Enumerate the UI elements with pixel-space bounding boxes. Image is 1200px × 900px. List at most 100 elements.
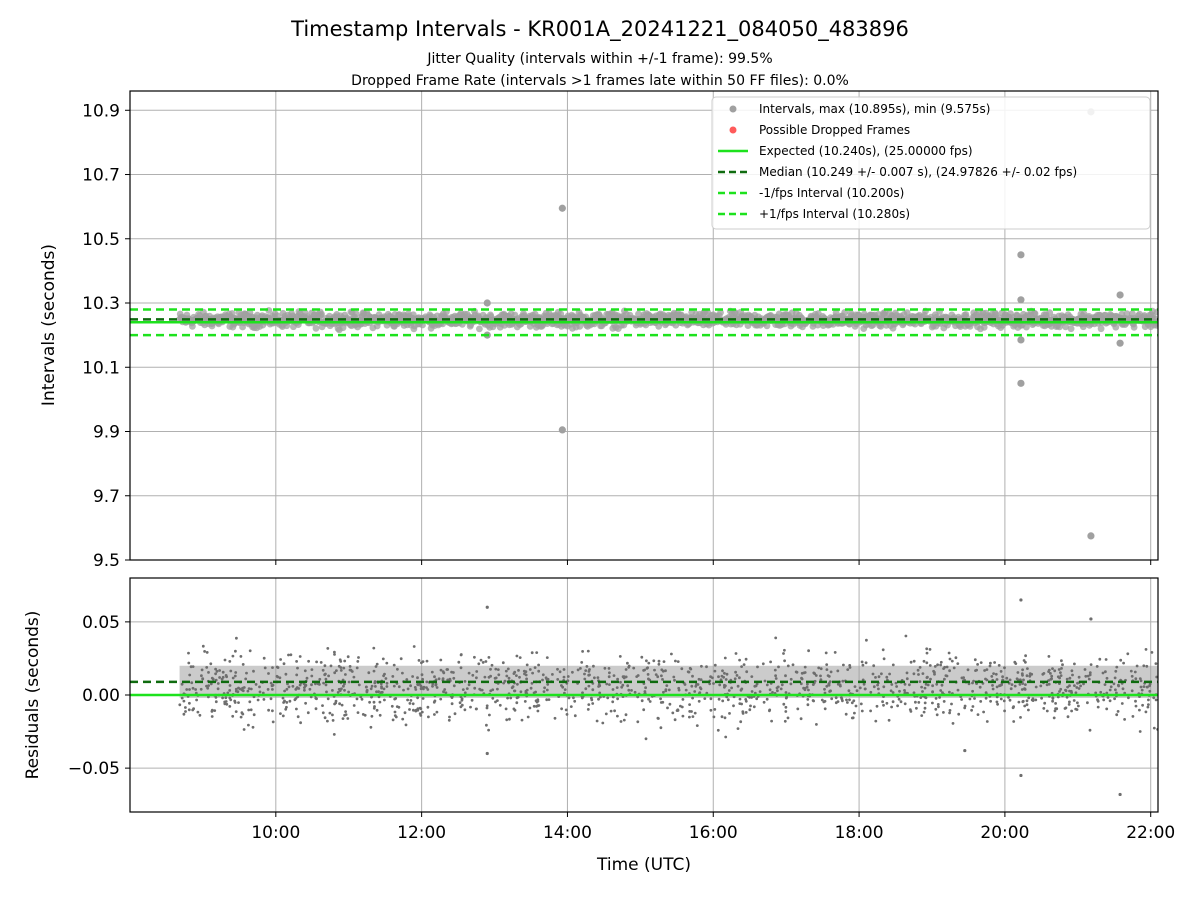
residual-point: [530, 681, 534, 685]
residual-point: [271, 688, 274, 691]
residual-point: [1115, 665, 1119, 669]
residual-point: [444, 691, 448, 695]
residual-point: [1126, 652, 1130, 656]
residual-point: [450, 696, 454, 699]
residual-point: [525, 677, 528, 681]
residual-point: [657, 659, 661, 663]
residual-point: [1113, 697, 1116, 701]
residual-point: [636, 720, 640, 724]
residual-point: [258, 690, 262, 694]
residual-point: [247, 708, 251, 712]
residual-point: [1042, 707, 1046, 710]
residual-point: [494, 700, 497, 704]
residual-point: [382, 687, 386, 691]
residual-point: [644, 686, 647, 690]
residual-point: [933, 665, 937, 668]
residual-point: [947, 651, 951, 655]
residual-point: [771, 691, 774, 694]
residual-point: [377, 690, 380, 694]
residual-point: [1108, 699, 1112, 703]
residual-point: [1094, 691, 1098, 695]
residual-point: [616, 677, 619, 681]
residual-point: [304, 683, 308, 687]
residual-point: [618, 655, 622, 658]
residual-point: [532, 691, 536, 695]
residual-point: [917, 673, 920, 676]
residual-point: [948, 709, 952, 712]
residual-point: [233, 674, 237, 678]
residual-point: [1005, 676, 1009, 680]
residual-point: [1133, 670, 1137, 674]
x-tick-label: 18:00: [835, 823, 884, 843]
residual-point: [394, 697, 398, 700]
residual-point: [852, 699, 856, 703]
residual-point: [597, 682, 601, 686]
residual-point: [957, 712, 961, 716]
residual-point: [267, 708, 270, 712]
residual-point: [459, 653, 463, 656]
residual-point: [252, 669, 255, 673]
residual-point: [820, 698, 824, 702]
residual-point: [632, 666, 636, 670]
residual-point: [973, 658, 977, 662]
residual-point: [1131, 715, 1135, 718]
residual-point: [192, 707, 196, 711]
residual-point: [475, 676, 478, 680]
residual-point: [881, 700, 884, 704]
residual-point: [321, 668, 325, 672]
residual-point: [213, 709, 217, 712]
residual-point: [237, 686, 240, 690]
residual-point: [872, 685, 876, 689]
residual-point: [487, 728, 490, 732]
residual-point: [819, 674, 822, 678]
x-tick-label: 20:00: [980, 823, 1029, 843]
residual-point: [187, 651, 190, 655]
residual-point: [860, 660, 864, 664]
residual-point: [262, 656, 266, 660]
residual-point: [624, 668, 628, 671]
residual-point: [1068, 700, 1071, 704]
residual-point: [1058, 690, 1061, 693]
residual-point: [372, 669, 376, 673]
residual-point: [1109, 685, 1113, 689]
residual-point: [1059, 671, 1062, 674]
residual-point: [279, 658, 282, 661]
residual-point: [1105, 676, 1109, 680]
residual-point: [542, 690, 546, 693]
residual-point: [756, 665, 759, 669]
residual-point: [934, 697, 938, 700]
residual-point: [1070, 691, 1073, 695]
residual-point: [647, 661, 651, 665]
residual-point: [1029, 672, 1032, 676]
residual-point: [360, 697, 364, 701]
residual-point: [995, 678, 999, 681]
intervals-y-tick-label: 10.7: [82, 166, 120, 186]
residual-point: [178, 703, 182, 707]
residual-point: [709, 708, 713, 712]
residual-point: [903, 691, 907, 695]
residual-point: [677, 686, 681, 690]
residual-point: [1106, 696, 1110, 699]
residual-point: [784, 674, 787, 678]
residual-point: [985, 720, 989, 723]
residual-point: [925, 651, 929, 655]
residual-point: [1142, 664, 1146, 668]
residual-point: [1057, 668, 1061, 671]
residual-point: [1019, 678, 1022, 682]
residual-point: [337, 664, 341, 668]
residual-point: [931, 690, 934, 694]
residual-point: [1082, 682, 1085, 686]
residual-point: [784, 696, 788, 700]
residual-point: [1045, 683, 1049, 687]
residual-point: [662, 690, 665, 694]
residual-point: [642, 708, 646, 712]
residual-point: [999, 684, 1002, 687]
interval-point: [1067, 325, 1075, 333]
residual-point: [356, 660, 360, 663]
residual-point: [347, 680, 351, 684]
residual-point: [694, 684, 698, 688]
residual-point: [585, 665, 589, 668]
residual-point: [210, 715, 214, 718]
residual-point: [874, 676, 877, 679]
residual-point: [189, 665, 193, 669]
